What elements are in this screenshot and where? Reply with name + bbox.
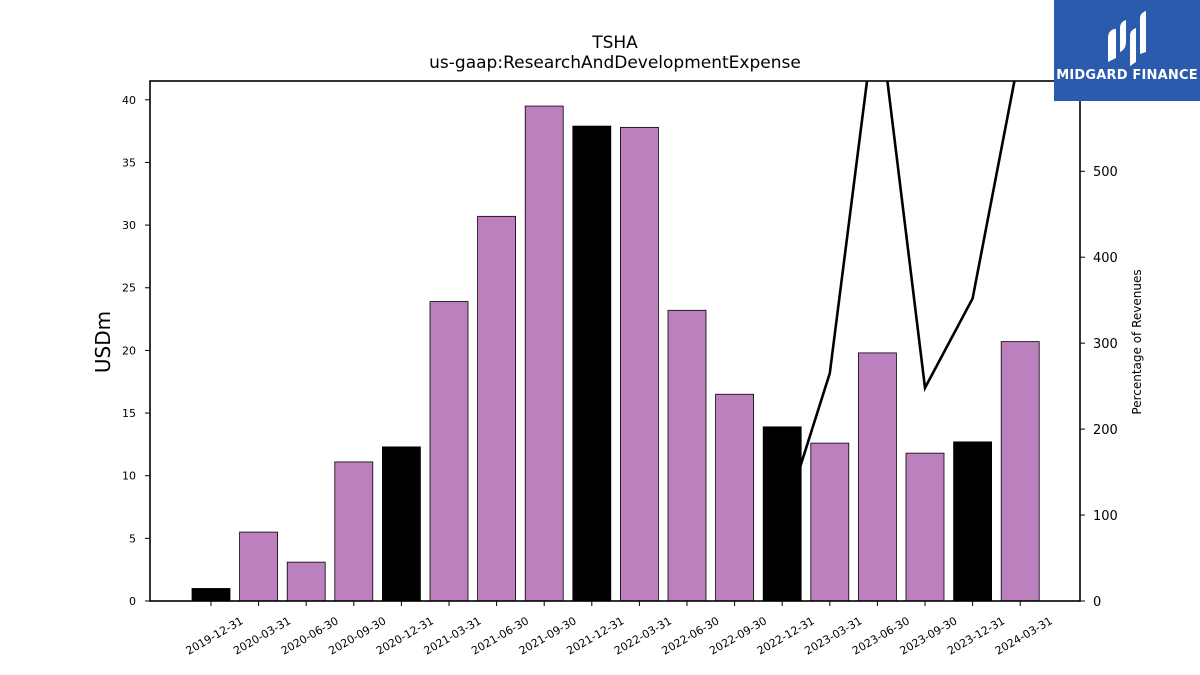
bar-2021-12-31 (572, 125, 612, 602)
bar-2024-03-31 (1000, 341, 1040, 602)
bar-2022-03-31 (620, 126, 659, 602)
bar-2020-12-31 (381, 446, 421, 602)
bar-2022-06-30 (667, 309, 707, 602)
chart-title: TSHA (592, 33, 638, 53)
bar-2021-09-30 (524, 105, 564, 602)
y-tick-label: 35 (122, 156, 136, 169)
y2-tick-label: 0 (1093, 595, 1101, 610)
y2-tick-label: 500 (1093, 165, 1118, 180)
y-tick-label: 10 (122, 470, 136, 483)
line-series (780, 81, 1016, 525)
y-tick-label: 40 (122, 94, 136, 107)
y-tick-label: 15 (122, 407, 136, 420)
bar-2021-03-31 (429, 301, 469, 602)
y-axis-label: USDm (91, 311, 115, 373)
bar-2023-06-30 (858, 352, 897, 602)
y-tick-label: 0 (129, 595, 136, 608)
bar-series (191, 105, 1040, 602)
x-axis: 2019-12-312020-03-312020-06-302020-09-30… (184, 601, 1055, 658)
y-tick-label: 30 (122, 219, 136, 232)
y2-tick-label: 300 (1093, 337, 1118, 352)
bar-2022-12-31 (762, 426, 802, 602)
right-y-axis: 0 100 200 300 400 500 (1080, 165, 1118, 610)
midgard-logo-icon (1108, 11, 1146, 66)
midgard-finance-logo: MIDGARD FINANCE (1054, 0, 1200, 101)
percentage-of-revenues-line (780, 81, 1016, 525)
chart-subtitle: us-gaap:ResearchAndDevelopmentExpense (429, 53, 801, 73)
y2-tick-label: 200 (1093, 423, 1118, 438)
bar-2023-03-31 (810, 442, 850, 602)
y2-tick-label: 400 (1093, 251, 1118, 266)
bar-2019-12-31 (191, 588, 231, 602)
y-tick-label: 5 (129, 532, 136, 545)
y2-tick-label: 100 (1093, 509, 1118, 524)
y2-axis-label: Percentage of Revenues (1130, 269, 1144, 414)
bar-2023-12-31 (953, 441, 992, 602)
bar-2020-03-31 (239, 531, 279, 602)
logo-text: MIDGARD FINANCE (1056, 68, 1198, 83)
bar-2020-06-30 (286, 561, 326, 602)
bar-2023-09-30 (905, 452, 945, 602)
y-tick-label: 20 (122, 344, 136, 357)
bar-2022-09-30 (715, 393, 754, 602)
bar-2021-06-30 (477, 215, 517, 602)
bar-2020-09-30 (334, 461, 374, 602)
left-y-axis: 0 5 10 15 20 25 30 35 40 (122, 94, 150, 608)
y-tick-label: 25 (122, 282, 136, 295)
plot-frame (149, 80, 1081, 602)
